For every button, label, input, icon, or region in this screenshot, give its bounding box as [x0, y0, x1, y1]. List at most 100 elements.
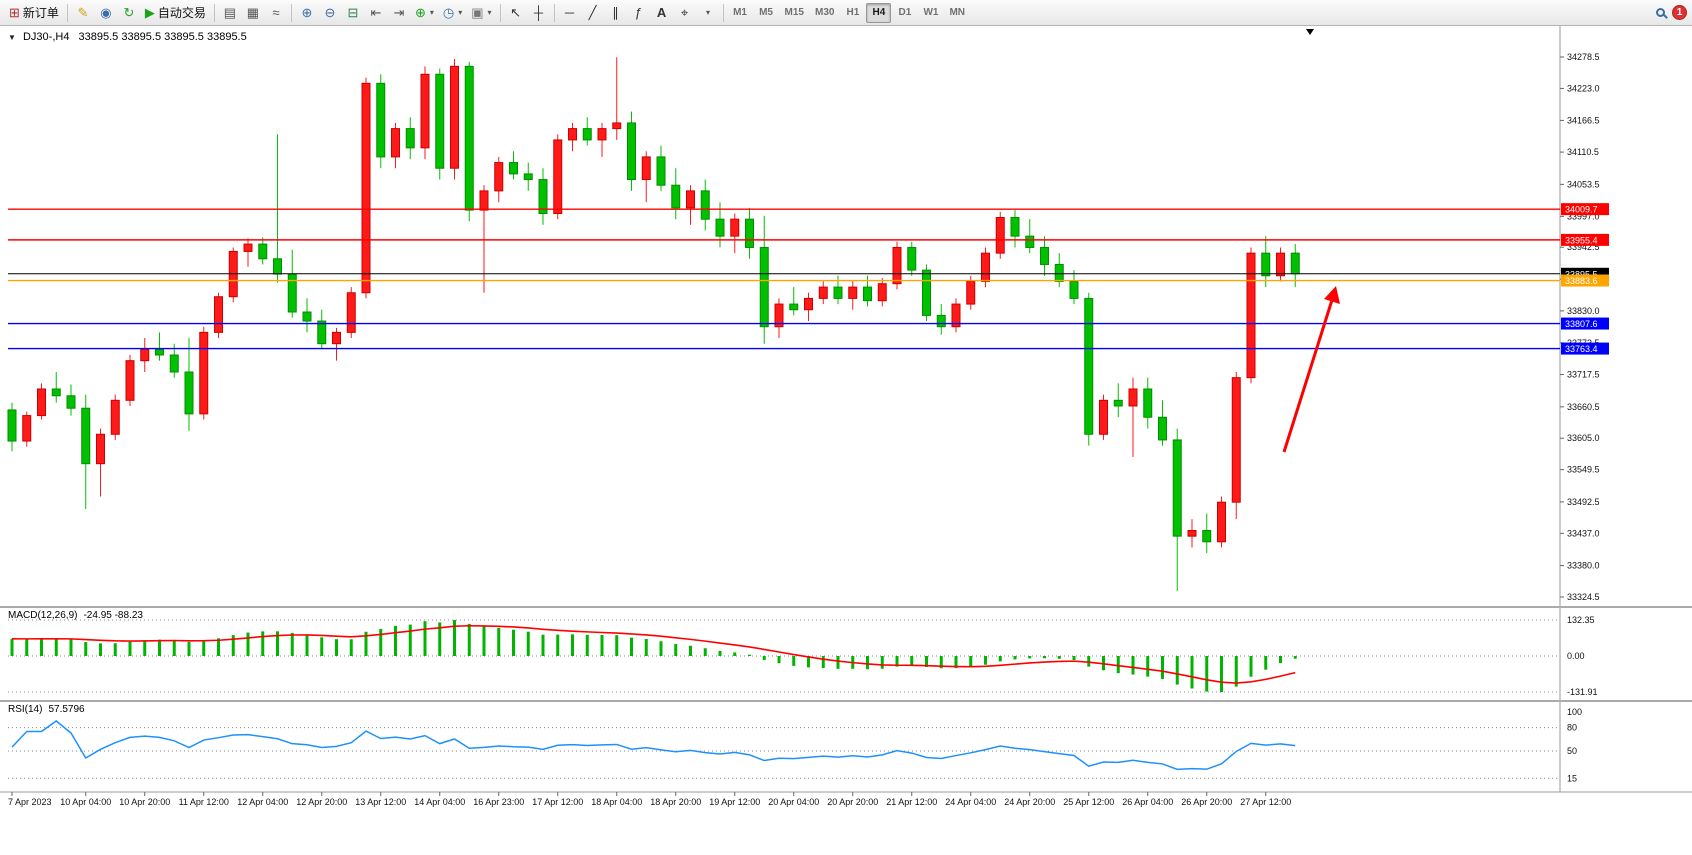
line-chart-button[interactable]: ≈ [265, 2, 287, 24]
price-tag-label: 33955.4 [1565, 235, 1598, 245]
candle [287, 273, 297, 313]
crosshair-icon: ┼ [533, 5, 544, 20]
new-order-icon: ⊞ [9, 5, 20, 20]
price-tick-label: 34278.5 [1567, 52, 1600, 62]
timeframe-m5[interactable]: M5 [759, 7, 773, 18]
macd-indicator-label: MACD(12,26,9) -24.95 -88.23 [8, 610, 143, 621]
candle [1054, 263, 1064, 282]
candle [1290, 252, 1300, 275]
rsi-axis-label: 50 [1567, 746, 1577, 756]
time-tick-label: 11 Apr 12:00 [179, 797, 229, 807]
candle [1025, 235, 1035, 248]
chart-header: ▼ DJ30-,H4 33895.5 33895.5 33895.5 33895… [8, 31, 247, 43]
candle [66, 395, 76, 409]
cursor-button[interactable]: ↖ [505, 2, 527, 24]
profiles-icon: ◉ [100, 5, 112, 20]
rsi-panel-separator[interactable] [0, 700, 1692, 702]
dropdown-arrow-icon: ▾ [429, 8, 434, 17]
price-axis: 34278.5 34223.0 34166.5 34110.5 34053.5 33997… [1559, 26, 1600, 792]
bar-chart-button[interactable]: ▤ [219, 2, 241, 24]
price-tick-label: 33437.0 [1567, 528, 1600, 538]
candle [1187, 529, 1197, 537]
metaeditor-button[interactable]: ✎ [72, 2, 94, 24]
candle [966, 280, 976, 305]
time-tick-label: 26 Apr 20:00 [1181, 797, 1232, 807]
crosshair-button[interactable]: ┼ [528, 2, 550, 24]
rsi-name: RSI(14) [8, 704, 43, 715]
candle [730, 218, 740, 237]
candle [420, 73, 430, 149]
text-label-button[interactable]: ⌖ [674, 2, 696, 24]
candle [346, 292, 356, 333]
candle [1143, 388, 1153, 418]
price-tag-label: 33807.6 [1565, 319, 1598, 329]
price-tick-label: 33605.0 [1567, 433, 1600, 443]
timeframe-m1[interactable]: M1 [733, 7, 747, 18]
time-tick-label: 26 Apr 04:00 [1122, 797, 1173, 807]
shapes-button[interactable]: ▾ [697, 2, 719, 24]
rsi-axis-label: 15 [1567, 773, 1577, 783]
time-tick-label: 19 Apr 12:00 [709, 797, 760, 807]
fibonacci-button[interactable]: ƒ [628, 2, 650, 24]
text-tool-button[interactable]: A [651, 2, 673, 24]
candle [1217, 501, 1226, 543]
timeframe-d1[interactable]: D1 [898, 7, 912, 18]
one-click-trading-arrow-icon[interactable]: ▼ [8, 33, 16, 42]
price-tag-label: 33883.6 [1565, 276, 1598, 286]
candle [169, 354, 179, 373]
candle [479, 190, 489, 211]
price-tick-label: 34053.5 [1567, 179, 1600, 189]
toolbar: ⊞ 新订单 ✎ ◉ ↻ ▶ 自动交易 ▤ ▦ ≈ ⊕ ⊖ ⊟ ⇤ ⇥ ⊕ ▾ ◷ ▾… [0, 0, 1692, 26]
clock-icon: ◷ [442, 5, 455, 20]
auto-trading-button[interactable]: ▶ 自动交易 [141, 2, 210, 24]
horizontal-line-button[interactable]: ─ [559, 2, 581, 24]
candle [568, 128, 577, 141]
auto-scroll-icon: ⇥ [393, 5, 405, 20]
periods-button[interactable]: ◷ ▾ [439, 2, 466, 24]
arrow-annotation[interactable] [1282, 286, 1340, 453]
price-lines[interactable] [8, 208, 1560, 350]
refresh-icon: ↻ [123, 5, 135, 20]
candle [214, 296, 223, 333]
dropdown-arrow-icon: ▾ [487, 8, 492, 17]
candle [641, 156, 651, 181]
time-tick-label: 10 Apr 20:00 [119, 797, 170, 807]
candle [981, 252, 990, 282]
chart-shift-marker[interactable] [1306, 29, 1314, 35]
candle [656, 156, 666, 186]
notifications-badge[interactable]: 1 [1672, 5, 1687, 20]
timeframe-m15[interactable]: M15 [784, 7, 804, 18]
tile-windows-button[interactable]: ⊟ [342, 2, 364, 24]
timeframe-h1[interactable]: H1 [846, 7, 860, 18]
new-order-button[interactable]: ⊞ 新订单 [5, 2, 63, 24]
time-axis: 7 Apr 2023 10 Apr 04:00 10 Apr 20:00 11 Apr… [0, 791, 1692, 807]
indicators-button[interactable]: ⊕ ▾ [411, 2, 438, 24]
trendline-button[interactable]: ╱ [582, 2, 604, 24]
trendline-icon: ╱ [588, 5, 597, 20]
price-tick-label: 33380.0 [1567, 561, 1600, 571]
profiles-button[interactable]: ◉ [95, 2, 117, 24]
auto-scroll-button[interactable]: ⇥ [388, 2, 410, 24]
timeframe-h4[interactable]: H4 [866, 2, 892, 23]
search-button[interactable] [1649, 2, 1671, 24]
zoom-in-button[interactable]: ⊕ [296, 2, 318, 24]
timeframe-w1[interactable]: W1 [923, 7, 939, 18]
macd-panel-separator[interactable] [0, 606, 1692, 608]
candle [553, 139, 563, 215]
candle [1128, 388, 1138, 407]
rsi-value: 57.5796 [48, 704, 85, 715]
candle [1276, 252, 1285, 277]
timeframe-mn[interactable]: MN [949, 7, 965, 18]
templates-button[interactable]: ▣ ▾ [467, 2, 495, 24]
channel-button[interactable]: ∥ [605, 2, 627, 24]
candlestick-chart-button[interactable]: ▦ [242, 2, 264, 24]
candle [1010, 216, 1020, 237]
rsi-indicator-label: RSI(14) 57.5796 [8, 704, 85, 715]
time-tick-label: 16 Apr 23:00 [473, 797, 524, 807]
timeframe-m30[interactable]: M30 [814, 7, 835, 18]
candle [759, 246, 769, 328]
chart-shift-button[interactable]: ⇤ [365, 2, 387, 24]
zoom-out-button[interactable]: ⊖ [319, 2, 341, 24]
refresh-button[interactable]: ↻ [118, 2, 140, 24]
zoom-in-icon: ⊕ [301, 5, 313, 20]
